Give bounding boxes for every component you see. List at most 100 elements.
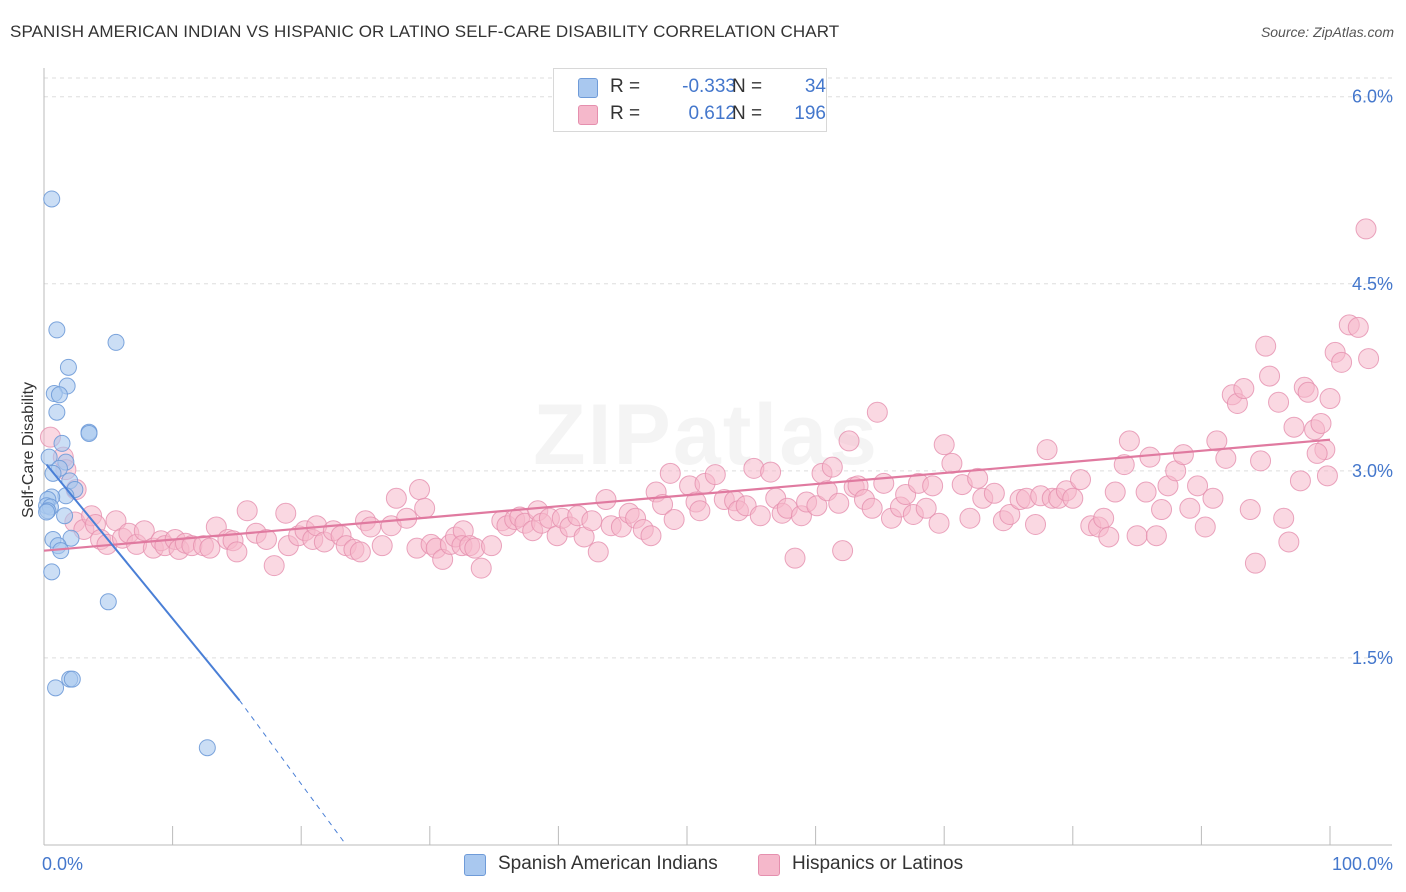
data-point-hispanics: [255, 528, 277, 550]
data-point-spanish-american-indians: [48, 321, 66, 339]
data-point-hispanics: [581, 510, 603, 532]
data-point-hispanics: [1331, 351, 1353, 373]
data-point-hispanics: [1297, 381, 1319, 403]
data-point-hispanics: [999, 504, 1021, 526]
data-point-hispanics: [1306, 442, 1328, 464]
x-tick-label: 0.0%: [42, 854, 83, 874]
data-point-hispanics: [749, 505, 771, 527]
data-point-hispanics: [1239, 499, 1261, 521]
data-point-spanish-american-indians: [80, 424, 98, 442]
y-tick-label: 3.0%: [1352, 461, 1393, 481]
data-point-hispanics: [1358, 348, 1380, 370]
y-tick-label: 4.5%: [1352, 274, 1393, 294]
data-point-hispanics: [1139, 446, 1161, 468]
stats-legend: R = -0.333 N = 34 R = 0.612 N = 196: [553, 68, 827, 132]
bottom-legend-swatch-blue: [464, 854, 486, 876]
legend-r-label: R =: [610, 76, 641, 97]
data-point-hispanics: [704, 464, 726, 486]
data-point-hispanics: [933, 434, 955, 456]
data-point-hispanics: [199, 537, 221, 559]
trend-line-spanish-american-indians: [45, 463, 241, 701]
data-point-hispanics: [409, 479, 431, 501]
data-point-hispanics: [640, 525, 662, 547]
data-point-hispanics: [866, 401, 888, 423]
data-point-hispanics: [1278, 531, 1300, 553]
data-point-hispanics: [371, 535, 393, 557]
data-point-hispanics: [959, 507, 981, 529]
data-point-hispanics: [1316, 465, 1338, 487]
data-point-hispanics: [481, 535, 503, 557]
bottom-legend-swatch-pink: [758, 854, 780, 876]
data-point-hispanics: [1093, 507, 1115, 529]
data-point-hispanics: [1202, 487, 1224, 509]
data-point-hispanics: [1126, 525, 1148, 547]
data-point-hispanics: [821, 456, 843, 478]
data-point-hispanics: [1151, 499, 1173, 521]
data-point-hispanics: [1244, 552, 1266, 574]
y-tick-labels: 1.5% 3.0% 4.5% 6.0%: [1352, 87, 1393, 668]
data-point-hispanics: [659, 462, 681, 484]
data-point-hispanics: [828, 492, 850, 514]
data-point-hispanics: [832, 540, 854, 562]
data-point-hispanics: [1283, 416, 1305, 438]
data-point-hispanics: [1070, 469, 1092, 491]
data-point-spanish-american-indians: [59, 358, 77, 376]
legend-r-label: R =: [610, 103, 641, 124]
bottom-legend-label: Spanish American Indians: [498, 853, 718, 874]
data-point-hispanics: [133, 520, 155, 542]
x-tick-labels: 0.0% 100.0%: [42, 854, 1393, 874]
data-point-spanish-american-indians: [107, 333, 125, 351]
bottom-legend-label: Hispanics or Latinos: [792, 853, 964, 874]
data-point-hispanics: [360, 516, 382, 538]
data-point-hispanics: [1062, 487, 1084, 509]
trend-line-extension-spanish-american-indians: [239, 700, 347, 846]
data-point-spanish-american-indians: [43, 190, 61, 208]
data-point-hispanics: [1172, 444, 1194, 466]
data-point-spanish-american-indians: [47, 679, 65, 697]
y-tick-label: 6.0%: [1352, 87, 1393, 107]
data-point-hispanics: [1025, 513, 1047, 535]
trend-lines: [43, 438, 1331, 846]
data-point-hispanics: [1113, 454, 1135, 476]
series-spanish-american-indians-points: [38, 190, 216, 757]
series-hispanics-points: [39, 218, 1380, 579]
x-tick-label: 100.0%: [1332, 854, 1393, 874]
grid-lines: [44, 77, 1392, 659]
data-point-hispanics: [760, 461, 782, 483]
data-point-hispanics: [1347, 316, 1369, 338]
data-point-hispanics: [275, 502, 297, 524]
data-point-hispanics: [983, 482, 1005, 504]
data-point-hispanics: [941, 452, 963, 474]
data-point-hispanics: [385, 487, 407, 509]
data-point-spanish-american-indians: [56, 507, 74, 525]
data-point-hispanics: [595, 489, 617, 511]
data-point-hispanics: [1289, 470, 1311, 492]
data-point-hispanics: [1215, 447, 1237, 469]
data-point-spanish-american-indians: [62, 529, 80, 547]
data-point-hispanics: [1250, 450, 1272, 472]
data-point-hispanics: [806, 495, 828, 517]
data-point-spanish-american-indians: [99, 593, 117, 611]
data-point-hispanics: [1255, 335, 1277, 357]
data-point-hispanics: [689, 500, 711, 522]
data-point-hispanics: [1098, 526, 1120, 548]
data-point-hispanics: [861, 497, 883, 519]
data-point-spanish-american-indians: [43, 563, 61, 581]
data-point-hispanics: [967, 467, 989, 489]
data-point-spanish-american-indians: [38, 503, 56, 521]
trend-line-hispanics: [43, 438, 1331, 552]
data-point-hispanics: [1104, 481, 1126, 503]
data-point-spanish-american-indians: [198, 739, 216, 757]
legend-r-value: -0.333: [682, 76, 736, 97]
data-point-hispanics: [1194, 516, 1216, 538]
data-point-hispanics: [1273, 507, 1295, 529]
data-point-hispanics: [663, 508, 685, 530]
data-point-hispanics: [1310, 412, 1332, 434]
data-point-hispanics: [915, 497, 937, 519]
data-point-spanish-american-indians: [53, 434, 71, 452]
legend-r-value: 0.612: [688, 103, 736, 124]
data-point-hispanics: [1319, 388, 1341, 410]
data-point-hispanics: [1206, 430, 1228, 452]
data-point-hispanics: [236, 500, 258, 522]
